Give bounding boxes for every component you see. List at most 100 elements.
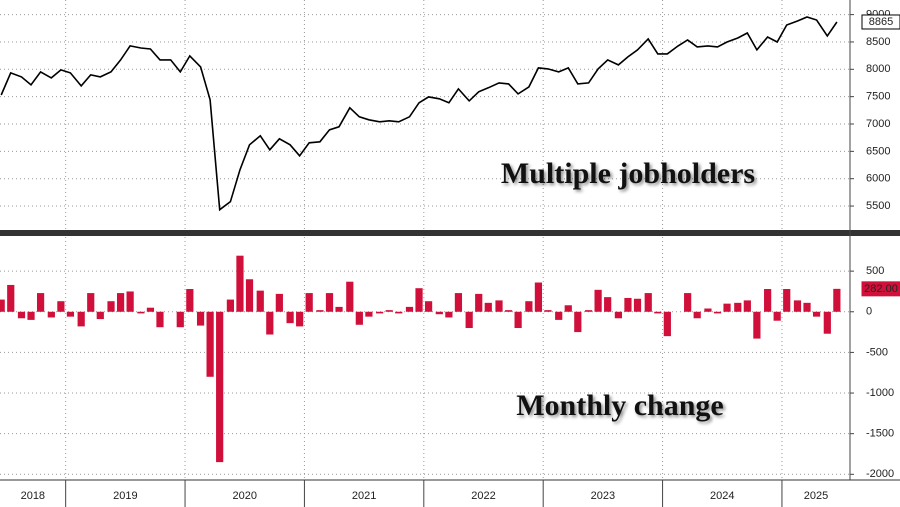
- bar: [465, 311, 473, 329]
- bar: [823, 311, 831, 334]
- bar: [812, 311, 821, 317]
- bar: [773, 311, 781, 321]
- bar: [435, 311, 443, 315]
- bar: [0, 299, 5, 312]
- value-label: 282.00: [864, 283, 898, 295]
- value-label: 8865: [869, 16, 893, 28]
- bar: [415, 288, 423, 312]
- bar: [17, 311, 26, 319]
- bar: [335, 306, 343, 312]
- bar: [77, 311, 85, 327]
- bar: [256, 290, 264, 312]
- y-tick-label: -1000: [866, 387, 894, 399]
- y-tick-label: -2000: [866, 468, 894, 480]
- bar: [764, 289, 772, 312]
- y-tick-label: 0: [866, 306, 872, 318]
- bar: [275, 293, 283, 312]
- bar: [693, 311, 701, 319]
- bar: [296, 311, 304, 327]
- bar: [245, 279, 254, 312]
- bar: [196, 311, 205, 326]
- bar: [644, 293, 652, 312]
- bar: [495, 300, 503, 312]
- annotation: Monthly change: [516, 389, 724, 422]
- y-tick-label: 6000: [866, 173, 890, 185]
- bar: [793, 300, 802, 312]
- bar: [176, 311, 184, 328]
- x-tick-label: 2025: [804, 490, 828, 502]
- y-tick-label: 7000: [866, 118, 890, 130]
- bar: [216, 311, 224, 463]
- bar: [484, 302, 492, 312]
- bar: [534, 282, 543, 312]
- bar: [126, 291, 134, 312]
- bar: [236, 255, 244, 312]
- bar: [47, 311, 55, 318]
- bar: [783, 289, 791, 312]
- bar: [743, 300, 751, 312]
- bar: [624, 297, 632, 312]
- annotation: Multiple jobholders: [501, 157, 755, 190]
- bar: [704, 308, 712, 312]
- bar: [355, 311, 363, 325]
- bar: [66, 311, 75, 317]
- bar: [574, 311, 582, 333]
- bar: [564, 305, 572, 312]
- bar: [684, 293, 692, 312]
- bar: [116, 293, 125, 312]
- bar: [286, 311, 294, 324]
- y-tick-label: 5500: [866, 200, 890, 212]
- bar: [107, 301, 115, 312]
- x-tick-label: 2023: [591, 490, 615, 502]
- y-tick-label: 8000: [866, 63, 890, 75]
- bar: [614, 311, 622, 319]
- bar: [405, 306, 414, 312]
- bar: [604, 297, 612, 312]
- bar: [226, 299, 235, 312]
- value-label-box: [861, 14, 900, 30]
- bar: [753, 311, 761, 339]
- line: [0, 16, 838, 212]
- bar: [594, 289, 602, 312]
- bar: [316, 310, 324, 312]
- bar: [376, 311, 384, 314]
- bar: [654, 311, 662, 314]
- bar: [424, 301, 433, 312]
- bar: [833, 288, 841, 312]
- y-tick-label: 8500: [866, 36, 890, 48]
- bar: [555, 311, 563, 320]
- bar: [525, 301, 533, 312]
- bar: [803, 302, 811, 312]
- bar: [266, 311, 274, 335]
- bar: [7, 284, 15, 312]
- bar: [206, 311, 214, 377]
- x-tick-label: 2018: [21, 490, 45, 502]
- value-label-box: [861, 281, 900, 297]
- bar: [504, 310, 513, 312]
- bar: [305, 293, 313, 312]
- bar: [186, 289, 194, 312]
- bar: [633, 298, 642, 312]
- bar: [514, 311, 522, 329]
- bar: [146, 307, 155, 312]
- y-tick-label: 6500: [866, 145, 890, 157]
- bar: [385, 310, 393, 312]
- x-tick-label: 2020: [232, 490, 256, 502]
- bar: [584, 310, 593, 312]
- x-tick-label: 2022: [471, 490, 495, 502]
- bar: [36, 293, 45, 312]
- bar: [445, 311, 453, 318]
- bar: [713, 311, 722, 314]
- bar: [156, 311, 164, 328]
- bar: [137, 311, 145, 314]
- y-tick-label: 7500: [866, 91, 890, 103]
- bar: [723, 303, 731, 312]
- bar: [365, 311, 373, 317]
- bar: [395, 311, 403, 314]
- x-tick-label: 2024: [710, 490, 734, 502]
- bar: [454, 293, 463, 312]
- bar: [663, 311, 671, 337]
- bar: [325, 293, 334, 312]
